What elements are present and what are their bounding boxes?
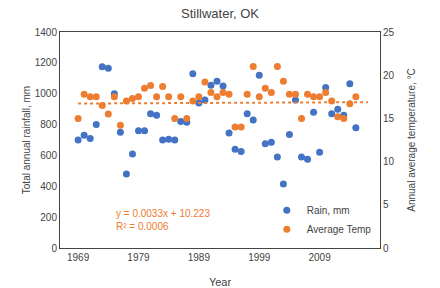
svg-text:5: 5 [383,199,389,210]
svg-text:400: 400 [40,181,57,192]
svg-text:Annual average temperature, °C: Annual average temperature, °C [406,68,417,212]
svg-text:0: 0 [51,243,57,254]
svg-text:Average Temp: Average Temp [307,224,372,235]
svg-text:15: 15 [383,113,395,124]
svg-text:Total annual rainfall, mm: Total annual rainfall, mm [21,86,32,194]
svg-text:0: 0 [383,243,389,254]
svg-text:Stillwater, OK: Stillwater, OK [181,6,259,21]
svg-text:1969: 1969 [67,252,90,263]
svg-text:1979: 1979 [127,252,150,263]
svg-text:1999: 1999 [248,252,271,263]
svg-text:25: 25 [383,27,395,38]
svg-text:1989: 1989 [188,252,211,263]
svg-text:200: 200 [40,212,57,223]
svg-text:600: 600 [40,150,57,161]
svg-text:1400: 1400 [35,27,58,38]
svg-text:y = 0.0033x + 10.223R² = 0.000: y = 0.0033x + 10.223R² = 0.0006 [116,208,210,232]
svg-text:Rain, mm: Rain, mm [307,205,350,216]
svg-text:1200: 1200 [35,57,58,68]
svg-text:1000: 1000 [35,88,58,99]
svg-text:2009: 2009 [308,252,331,263]
svg-text:Year: Year [209,276,232,288]
svg-text:10: 10 [383,156,395,167]
svg-text:800: 800 [40,119,57,130]
svg-text:20: 20 [383,70,395,81]
